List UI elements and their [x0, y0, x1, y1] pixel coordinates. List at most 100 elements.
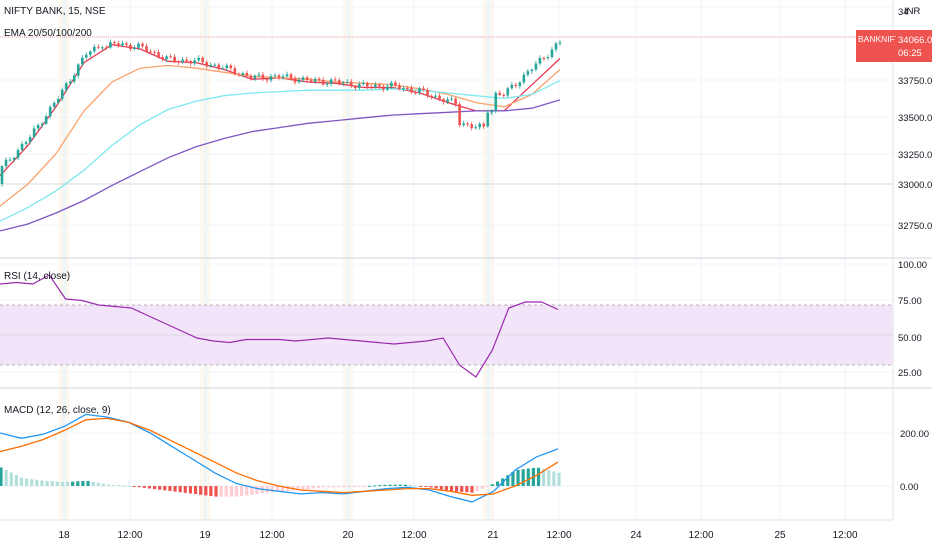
candle-body [109, 42, 112, 48]
macd-histogram-bar [81, 480, 85, 486]
candle-body [349, 81, 353, 87]
candle-body [169, 56, 172, 58]
candle-body [93, 46, 96, 52]
price-axis-label: 34 [898, 7, 909, 18]
macd-histogram-bar [55, 481, 59, 486]
macd-histogram-bar [352, 486, 356, 487]
macd-histogram-bar [521, 469, 525, 486]
candle-body [422, 88, 425, 90]
macd-histogram-bar [65, 481, 70, 486]
macd-histogram-bar [270, 486, 274, 493]
candle-body [52, 102, 56, 107]
macd-histogram-bar [506, 475, 510, 486]
candle-body [4, 159, 8, 167]
candle-body [113, 42, 116, 44]
ema-line-ema-200 [0, 99, 561, 232]
macd-histogram-bar [311, 486, 315, 489]
currency-label: INR [904, 6, 921, 17]
ema-lines [0, 44, 561, 232]
last-price-tag[interactable]: BANKNIFTY 34066.05 06:25 [856, 30, 932, 62]
price-pane[interactable] [0, 36, 893, 232]
macd-histogram-bar [0, 467, 3, 486]
macd-histogram-bar [408, 484, 413, 486]
candle-body [490, 110, 494, 113]
price-axis-label: 33500.00 [898, 113, 932, 124]
candle-body [466, 123, 469, 125]
candle-body [305, 77, 309, 81]
rsi-axis-label: 75.00 [898, 296, 922, 307]
macd-histogram-bar [188, 486, 193, 494]
macd-histogram-bar [347, 486, 351, 488]
macd-histogram-bar [490, 484, 495, 486]
macd-histogram-bar [229, 486, 233, 497]
candle-body [201, 57, 205, 63]
macd-histogram-bar [178, 486, 182, 493]
candle-body [20, 143, 24, 151]
macd-histogram-bar [511, 472, 515, 486]
macd-histogram-bar [91, 481, 95, 486]
macd-histogram-bar [219, 486, 223, 497]
candle-body [454, 98, 457, 104]
candle-body [257, 74, 261, 76]
macd-histogram-bar [552, 471, 556, 486]
macd-histogram-bar [367, 485, 372, 487]
macd-histogram-bar [332, 486, 336, 488]
macd-histogram-bar [526, 468, 530, 486]
rsi-axis-label: 50.00 [898, 333, 922, 344]
macd-histogram-bar [240, 486, 244, 497]
macd-histogram-bar [449, 486, 454, 492]
candle-body [438, 95, 441, 100]
candle-body [56, 98, 60, 103]
macd-pane[interactable] [0, 413, 893, 503]
macd-histogram-bar [19, 477, 24, 486]
macd-histogram-bar [373, 485, 377, 487]
macd-histogram-bar [383, 484, 387, 486]
time-axis-label: 12:00 [832, 530, 857, 541]
candle-body [506, 88, 510, 96]
rsi-legend[interactable]: RSI (14, close) [4, 271, 70, 282]
macd-histogram-bar [199, 486, 203, 495]
candle-body [353, 86, 357, 89]
candle-body [32, 128, 36, 137]
macd-histogram-bar [286, 486, 290, 491]
candle-body [386, 86, 389, 90]
macd-histogram-bar [40, 480, 44, 486]
candle-body [285, 74, 289, 77]
candle-body [181, 59, 184, 63]
symbol-title[interactable]: NIFTY BANK, 15, NSE [4, 6, 106, 17]
ema-line-ema-50 [0, 64, 561, 207]
candlesticks [0, 39, 562, 187]
macd-legend[interactable]: MACD (12, 26, close, 9) [4, 405, 111, 416]
time-axis-labels[interactable]: 18 12:00 19 12:00 20 12:00 21 12:00 24 12:00 25 12:… [58, 530, 858, 541]
rsi-pane[interactable] [0, 274, 893, 378]
candle-body [60, 89, 64, 99]
candle-body [101, 47, 104, 49]
macd-histogram-bar [495, 481, 500, 486]
candle-body [293, 78, 297, 83]
candle-body [265, 79, 269, 81]
candle-body [337, 80, 341, 84]
macd-histogram-bar [275, 486, 280, 492]
candle-body [117, 43, 120, 46]
macd-histogram-bar [132, 486, 136, 487]
macd-histogram-bar [245, 486, 249, 496]
candle-body [297, 79, 301, 83]
macd-histogram-bar [214, 486, 218, 497]
ema-legend[interactable]: EMA 20/50/100/200 [4, 28, 92, 39]
candle-body [221, 68, 225, 70]
candle-body [486, 112, 490, 127]
candle-body [558, 42, 562, 44]
time-axis-label: 20 [342, 530, 354, 541]
candle-body [241, 72, 245, 75]
macd-histogram-bar [465, 486, 469, 493]
macd-histogram-bar [475, 486, 479, 491]
macd-histogram-bar [173, 486, 177, 492]
candle-body [217, 64, 221, 69]
candle-body [80, 57, 84, 65]
candle-body [44, 116, 48, 124]
macd-histogram-bar [296, 486, 300, 491]
macd-histogram-bar [424, 486, 428, 487]
candle-body [418, 88, 421, 93]
price-tag-bg [896, 30, 932, 62]
